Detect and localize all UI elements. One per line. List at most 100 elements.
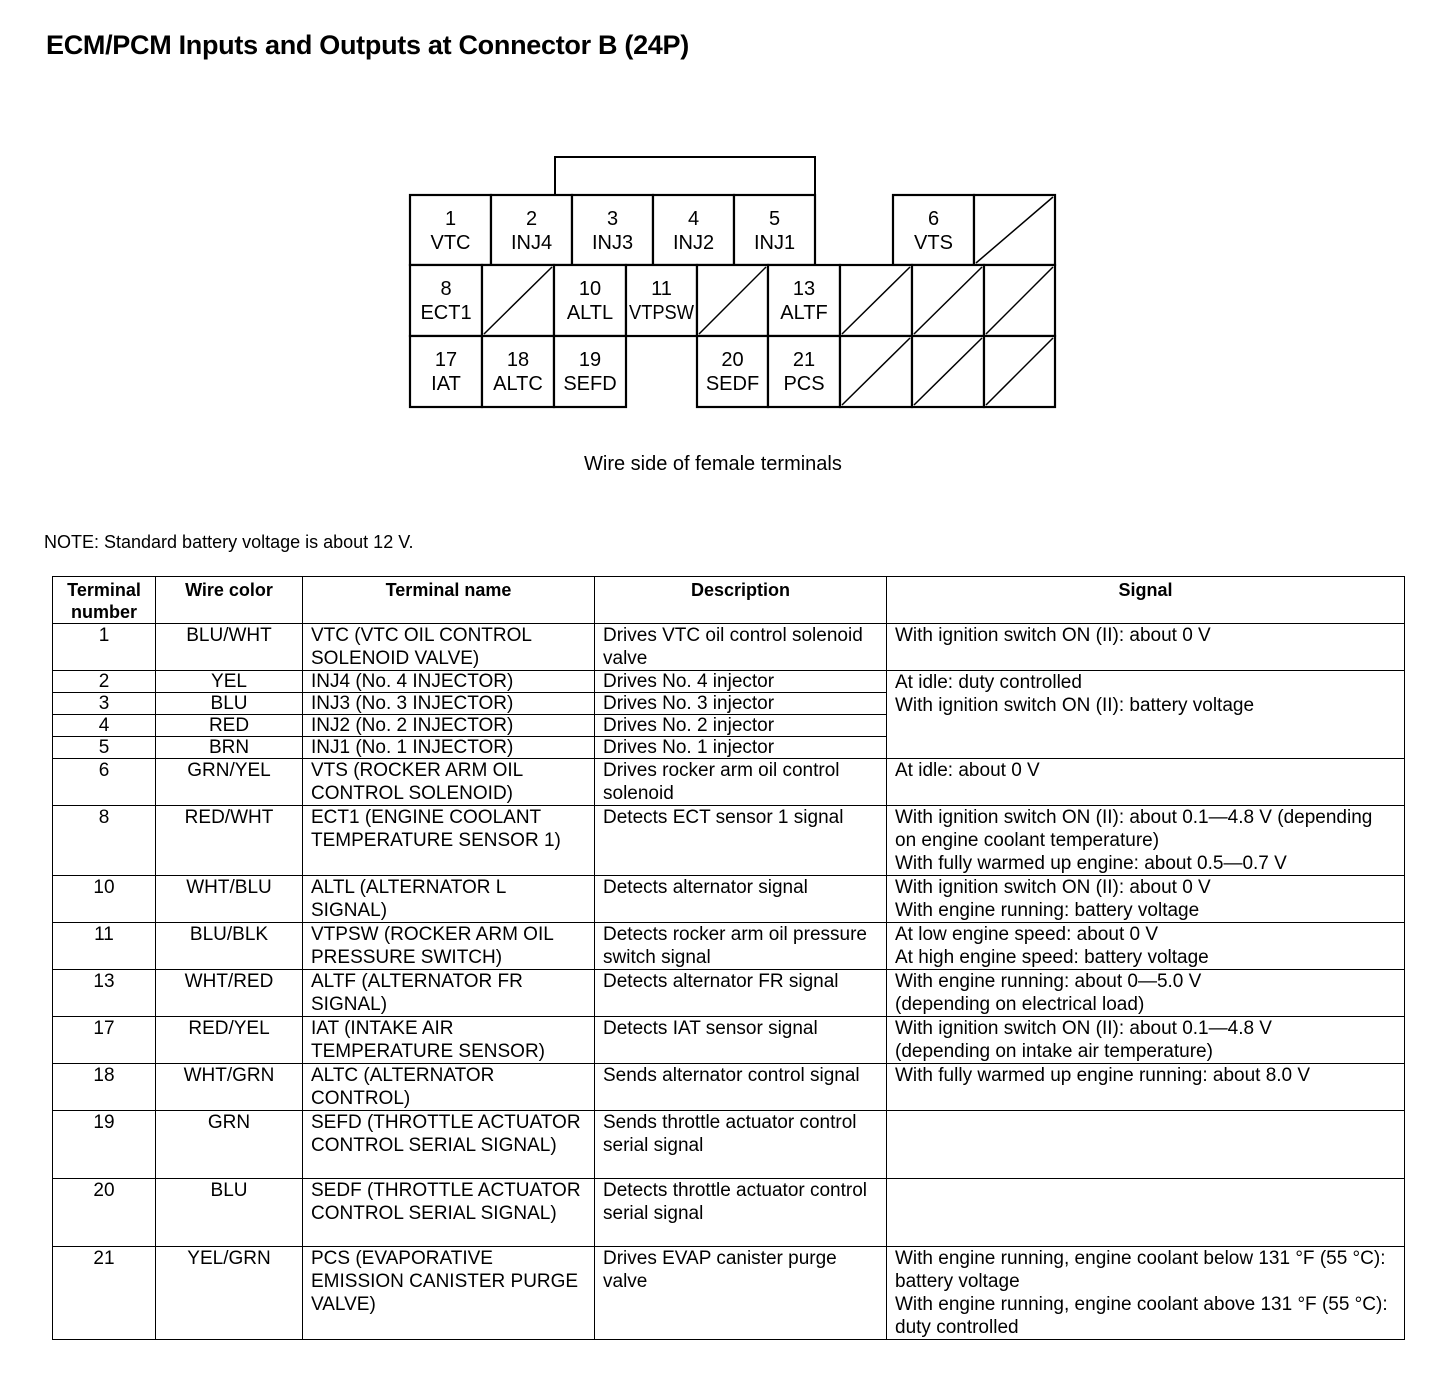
column-header: Terminal number — [52, 576, 156, 624]
terminal-number-cell: 19 — [52, 1110, 156, 1179]
signal-line: (depending on electrical load) — [895, 994, 1145, 1015]
signal-cell — [886, 1110, 1405, 1179]
terminal-name-cell: ALTC (ALTERNATOR CONTROL) — [302, 1063, 595, 1111]
terminal-number: 13 — [793, 278, 815, 300]
signal-line: With ignition switch ON (II): about 0 V — [895, 877, 1211, 898]
table-row: 18 WHT/GRN ALTC (ALTERNATOR CONTROL) Sends … — [52, 1063, 1405, 1111]
terminal-cell — [552, 263, 628, 338]
signal-cell: With ignition switch ON (II): about 0.1—… — [886, 805, 1405, 876]
signal-line: With engine running, engine coolant abov… — [895, 1294, 1388, 1338]
blank-cavity-slash — [975, 196, 1054, 264]
table-row: 8 RED/WHT ECT1 (ENGINE COOLANT TEMPERATURE… — [52, 805, 1405, 876]
terminal-number: 2 — [526, 208, 537, 230]
terminal-name-cell: INJ1 (No. 1 INJECTOR) — [302, 736, 595, 759]
table-row: 11 BLU/BLK VTPSW (ROCKER ARM OIL PRESSURE … — [52, 922, 1405, 970]
signal-cell: With engine running, engine coolant belo… — [886, 1246, 1405, 1340]
table-row: 13 WHT/RED ALTF (ALTERNATOR FR SIGNAL) Dete… — [52, 969, 1405, 1017]
terminal-name: ALTC — [493, 373, 543, 395]
terminal-table: Terminal number Wire color Terminal name De… — [52, 576, 1405, 1340]
terminal-name: INJ1 — [754, 232, 795, 254]
terminal-name: SEDF — [706, 373, 759, 395]
description-cell: Sends throttle actuator control serial s… — [594, 1110, 887, 1179]
signal-line: With ignition switch ON (II): about 0.1—… — [895, 1018, 1272, 1039]
table-row: 19 GRN SEFD (THROTTLE ACTUATOR CONTROL SER… — [52, 1110, 1405, 1179]
signal-cell — [886, 1178, 1405, 1247]
description-cell: Drives VTC oil control solenoid valve — [594, 623, 887, 671]
signal-line: At low engine speed: about 0 V — [895, 924, 1159, 945]
description-cell: Drives No. 3 injector — [594, 692, 887, 715]
terminal-number-cell: 6 — [52, 758, 156, 806]
terminal-number: 19 — [579, 349, 601, 371]
column-header: Terminal name — [302, 576, 595, 624]
description-cell: Detects rocker arm oil pressure switch s… — [594, 922, 887, 970]
terminal-name-cell: ECT1 (ENGINE COOLANT TEMPERATURE SENSOR … — [302, 805, 595, 876]
table-row: 20 BLU SEDF (THROTTLE ACTUATOR CONTROL SER… — [52, 1178, 1405, 1247]
terminal-number: 6 — [928, 208, 939, 230]
terminal-number: 8 — [440, 278, 451, 300]
column-header: Signal — [886, 576, 1405, 624]
column-header: Description — [594, 576, 887, 624]
wire-color-cell: RED/YEL — [155, 1016, 303, 1064]
terminal-number: 20 — [721, 349, 743, 371]
table-row: 10 WHT/BLU ALTL (ALTERNATOR L SIGNAL) Detec… — [52, 875, 1405, 923]
description-cell: Detects alternator FR signal — [594, 969, 887, 1017]
terminal-name-cell: VTC (VTC OIL CONTROL SOLENOID VALVE) — [302, 623, 595, 671]
terminal-number-cell: 1 — [52, 623, 156, 671]
terminal-cell — [480, 334, 556, 409]
terminal-cell — [408, 193, 493, 267]
signal-cell: With engine running: about 0—5.0 V (depen… — [886, 969, 1405, 1017]
terminal-number-cell: 5 — [52, 736, 156, 759]
terminal-number-cell: 20 — [52, 1178, 156, 1247]
description-cell: Drives No. 4 injector — [594, 670, 887, 693]
terminal-cell — [766, 334, 842, 409]
terminal-number-cell: 8 — [52, 805, 156, 876]
connector-lock-tab — [554, 156, 816, 195]
signal-line: With ignition switch ON (II): battery vo… — [895, 695, 1255, 716]
signal-line: With fully warmed up engine: about 0.5—0… — [895, 853, 1287, 874]
signal-line: At idle: duty controlled — [895, 672, 1082, 693]
table-row: 17 RED/YEL IAT (INTAKE AIR TEMPERATURE SEN… — [52, 1016, 1405, 1064]
terminal-name: SEFD — [563, 373, 616, 395]
terminal-name: VTS — [914, 232, 953, 254]
terminal-cell — [489, 193, 574, 267]
terminal-number: 18 — [507, 349, 529, 371]
terminal-cell — [552, 334, 628, 409]
table-row: 3 BLU INJ3 (No. 3 INJECTOR) Drives No. 3 in… — [52, 692, 1405, 715]
terminal-cell — [651, 193, 736, 267]
wire-color-cell: GRN/YEL — [155, 758, 303, 806]
terminal-number-cell: 2 — [52, 670, 156, 693]
wire-color-cell: YEL — [155, 670, 303, 693]
wire-color-cell: WHT/RED — [155, 969, 303, 1017]
signal-cell: At low engine speed: about 0 V At high en… — [886, 922, 1405, 970]
signal-line: With engine running: battery voltage — [895, 900, 1200, 921]
signal-cell: With ignition switch ON (II): about 0 V — [886, 623, 1405, 671]
terminal-name-cell: VTS (ROCKER ARM OIL CONTROL SOLENOID) — [302, 758, 595, 806]
terminal-name: ECT1 — [420, 302, 471, 324]
terminal-name-cell: INJ4 (No. 4 INJECTOR) — [302, 670, 595, 693]
terminal-name-cell: ALTL (ALTERNATOR L SIGNAL) — [302, 875, 595, 923]
terminal-number: 10 — [579, 278, 601, 300]
blank-cavity-slash — [913, 266, 983, 335]
terminal-name: INJ2 — [673, 232, 714, 254]
terminal-number: 3 — [607, 208, 618, 230]
terminal-name-cell: INJ3 (No. 3 INJECTOR) — [302, 692, 595, 715]
description-cell: Detects alternator signal — [594, 875, 887, 923]
column-header: Wire color — [155, 576, 303, 624]
description-cell: Drives No. 1 injector — [594, 736, 887, 759]
signal-line: With ignition switch ON (II): about 0 V — [895, 625, 1211, 646]
table-row: 4 RED INJ2 (No. 2 INJECTOR) Drives No. 2 in… — [52, 714, 1405, 737]
blank-cavity-slash — [985, 266, 1054, 335]
terminal-number-cell: 10 — [52, 875, 156, 923]
terminal-number-cell: 21 — [52, 1246, 156, 1340]
terminal-number: 5 — [769, 208, 780, 230]
terminal-number: 17 — [435, 349, 457, 371]
terminal-name-cell: PCS (EVAPORATIVE EMISSION CANISTER PURGE… — [302, 1246, 595, 1340]
note: NOTE: Standard battery voltage is about … — [44, 532, 414, 552]
wire-color-cell: YEL/GRN — [155, 1246, 303, 1340]
wire-color-cell: RED/WHT — [155, 805, 303, 876]
description-cell: Drives EVAP canister purge valve — [594, 1246, 887, 1340]
terminal-number: 21 — [793, 349, 815, 371]
terminal-name: IAT — [431, 373, 461, 395]
signal-cell: With ignition switch ON (II): about 0.1—… — [886, 1016, 1405, 1064]
